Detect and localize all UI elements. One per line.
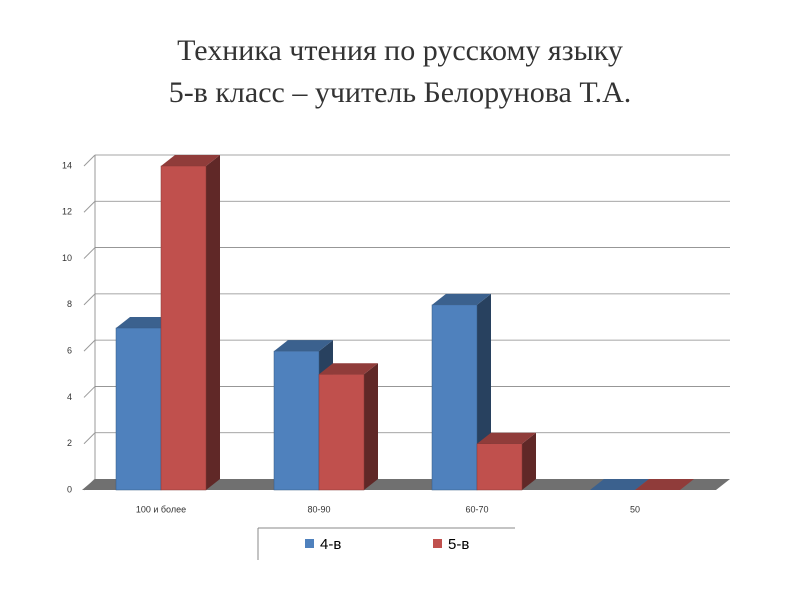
legend-label: 4-в [320,536,341,553]
y-tick-label: 12 [62,207,72,217]
bar-top [635,479,694,490]
tick-mark [83,386,96,398]
bar-top [319,363,378,375]
legend-swatch [433,539,442,548]
x-tick-label: 100 и более [136,504,186,514]
tick-mark [83,293,96,306]
bar-side [206,155,220,490]
chart-title: Техника чтения по русскому языку [177,34,623,67]
bar-top [590,479,649,490]
tick-mark [83,154,96,167]
bar [115,327,162,491]
x-tick-label: 80-90 [307,504,330,514]
bar-top [477,432,536,444]
tick-mark [83,339,96,352]
bar-top [161,155,220,166]
y-tick-label: 14 [62,160,72,170]
bar [160,165,207,491]
floor [82,479,730,490]
bar-top [432,293,491,305]
tick-mark [83,200,96,213]
bar [273,350,320,491]
y-tick-label: 2 [67,438,72,448]
tick-mark [83,432,96,445]
x-tick-label: 50 [630,504,640,514]
bar-top [116,317,175,328]
chart-subtitle: 5-в класс – учитель Белорунова Т.А. [169,76,632,109]
y-tick-label: 6 [67,346,72,356]
tick-mark [83,247,96,259]
bar-side [364,363,378,490]
bar-side [522,432,536,490]
bar [431,304,478,491]
y-tick-label: 10 [62,253,72,263]
legend-swatch [305,539,314,548]
legend-label: 5-в [448,536,469,553]
y-tick-label: 0 [67,484,72,494]
bar-top [274,340,333,352]
y-tick-label: 4 [67,392,72,402]
y-tick-label: 8 [67,299,72,309]
bar [476,443,523,491]
bar [318,374,365,491]
x-tick-label: 60-70 [465,504,488,514]
